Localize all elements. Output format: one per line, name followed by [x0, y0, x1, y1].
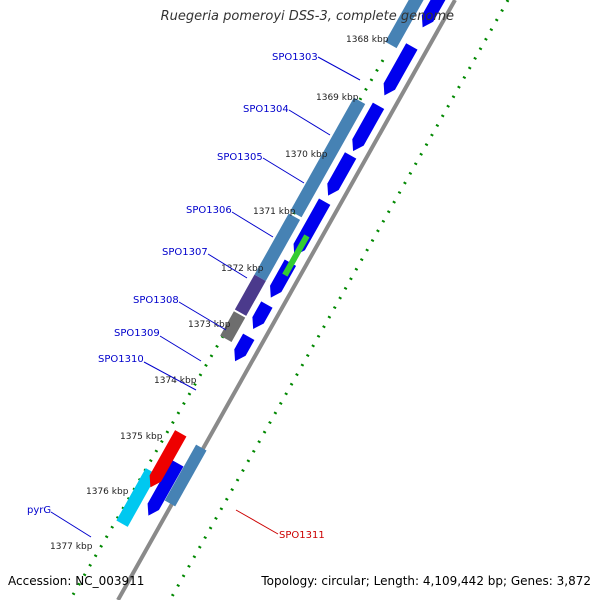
reverse-cds-track [149, 430, 207, 507]
leader-line [50, 511, 92, 538]
gene-label-spo1310[interactable]: SPO1310 [98, 354, 144, 365]
leader-line [317, 56, 361, 81]
gene-label-pyrg[interactable]: pyrG [27, 505, 51, 516]
accession-text: Accession: NC_003911 [8, 574, 145, 588]
gene-label-spo1308[interactable]: SPO1308 [133, 295, 179, 306]
kbp-tick-label: 1368 kbp [346, 35, 389, 45]
cog-track [116, 0, 424, 527]
kbp-tick-label: 1372 kbp [221, 264, 264, 274]
outer-dotted-track [168, 0, 510, 600]
cog-feature[interactable] [116, 468, 158, 527]
kbp-tick-label: 1376 kbp [86, 487, 129, 497]
forward-cds-arrow[interactable] [234, 333, 255, 362]
cog-feature[interactable] [234, 274, 266, 316]
gene-label-spo1303[interactable]: SPO1303 [272, 52, 318, 63]
forward-cds-arrow[interactable] [421, 0, 453, 28]
gene-label-spo1304[interactable]: SPO1304 [243, 104, 289, 115]
leader-line [262, 157, 305, 184]
forward-cds-arrow[interactable] [383, 43, 418, 96]
gene-label-spo1307[interactable]: SPO1307 [162, 247, 208, 258]
kbp-tick-label: 1377 kbp [50, 542, 93, 552]
cog-feature[interactable] [385, 0, 424, 49]
cog-feature-green[interactable] [282, 234, 310, 277]
gene-label-spo1311[interactable]: SPO1311 [279, 530, 325, 541]
gene-label-spo1305[interactable]: SPO1305 [217, 152, 263, 163]
cog-feature[interactable] [220, 311, 246, 342]
map-title: Ruegeria pomeroyi DSS-3, complete genome [160, 9, 454, 24]
leader-line [288, 109, 331, 136]
leader-line [143, 361, 197, 391]
forward-cds-arrow[interactable] [352, 102, 385, 152]
kbp-tick-label: 1369 kbp [316, 93, 359, 103]
cog-feature[interactable] [254, 213, 301, 281]
cog-feature[interactable] [290, 97, 366, 218]
leader-line [231, 211, 274, 238]
kbp-tick-label: 1373 kbp [188, 320, 231, 330]
kbp-tick-label: 1371 kbp [253, 207, 296, 217]
forward-cds-arrow[interactable] [252, 301, 273, 329]
topology-text: Topology: circular; Length: 4,109,442 bp… [261, 574, 591, 588]
forward-cds-arrow[interactable] [147, 460, 184, 516]
kbp-tick-label: 1375 kbp [120, 432, 163, 442]
leader-line [207, 253, 248, 279]
gene-label-spo1309[interactable]: SPO1309 [114, 328, 160, 339]
leader-line [235, 509, 279, 535]
forward-cds-arrow[interactable] [327, 152, 357, 196]
kbp-tick-label: 1374 kbp [154, 376, 197, 386]
reverse-cds-arrow-spo1311[interactable] [149, 430, 187, 488]
leader-line [159, 335, 202, 362]
reverse-cog-feature[interactable] [164, 444, 207, 507]
leader-line [178, 301, 227, 331]
kbp-tick-label: 1370 kbp [285, 150, 328, 160]
gene-label-spo1306[interactable]: SPO1306 [186, 205, 232, 216]
